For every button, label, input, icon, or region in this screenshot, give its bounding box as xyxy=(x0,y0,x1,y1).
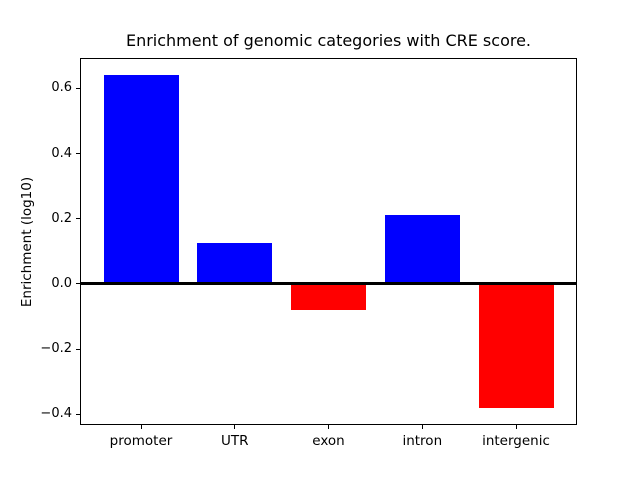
y-tick-label: −0.4 xyxy=(40,406,72,422)
bar-intergenic xyxy=(478,283,554,408)
y-tick-label: 0.2 xyxy=(51,210,72,226)
x-tick-label-promoter: promoter xyxy=(109,433,173,449)
y-tick-label: 0.6 xyxy=(51,80,72,96)
zero-line xyxy=(80,282,577,286)
x-tick-label-UTR: UTR xyxy=(221,433,249,449)
y-tick-mark xyxy=(76,413,80,415)
x-tick-mark xyxy=(515,425,517,429)
bar-exon xyxy=(291,283,366,310)
chart-title: Enrichment of genomic categories with CR… xyxy=(125,31,532,50)
x-tick-label-exon: exon xyxy=(312,433,345,449)
x-tick-label-intron: intron xyxy=(402,433,443,449)
bar-intron xyxy=(384,215,460,284)
y-tick-label: 0.0 xyxy=(51,275,72,291)
x-tick-mark xyxy=(234,425,236,429)
y-tick-label: 0.4 xyxy=(51,145,72,161)
x-tick-mark xyxy=(140,425,142,429)
y-tick-mark xyxy=(76,348,80,350)
x-tick-mark xyxy=(328,425,329,429)
y-tick-mark xyxy=(76,283,80,285)
x-tick-mark xyxy=(421,425,423,429)
y-tick-mark xyxy=(76,153,80,154)
x-tick-label-intergenic: intergenic xyxy=(482,433,550,449)
y-tick-mark xyxy=(76,87,80,89)
bar-UTR xyxy=(197,243,273,284)
y-tick-label: −0.2 xyxy=(40,341,72,356)
y-tick-mark xyxy=(76,218,80,220)
bar-promoter xyxy=(103,75,179,284)
